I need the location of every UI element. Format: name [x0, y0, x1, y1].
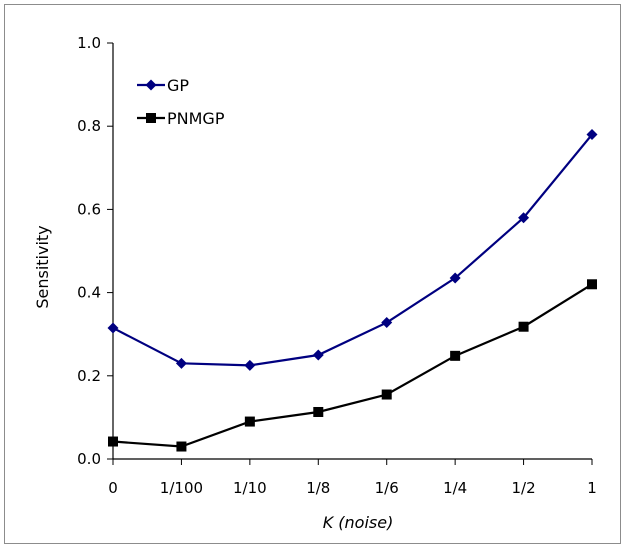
chart-frame [4, 4, 621, 544]
series-pnmgp-point [450, 350, 461, 361]
series-gp-point [244, 359, 256, 371]
series-pnmgp-point [244, 416, 255, 427]
series-pnmgp-point [176, 441, 187, 452]
series-pnmgp-point [587, 279, 597, 290]
x-tick-label: 1/4 [443, 479, 467, 497]
x-tick-label: 1/100 [160, 479, 203, 497]
series-gp-point [312, 349, 324, 361]
y-tick-label: 0.6 [77, 200, 101, 218]
legend-gp-marker [145, 79, 157, 91]
series-pnmgp-point [381, 389, 392, 400]
series-gp-point [449, 272, 461, 284]
series-gp-point [175, 357, 187, 369]
series-gp-line [112, 133, 593, 367]
series-pnmgp-point [313, 406, 324, 417]
y-tick-label: 0.4 [77, 284, 101, 302]
x-axis-title: K (noise) [323, 513, 394, 532]
x-tick-label: 1/10 [233, 479, 267, 497]
series-pnmgp-line [112, 283, 593, 448]
y-tick-label: 0.2 [77, 367, 101, 385]
series-group [107, 129, 598, 452]
x-axis-title-variable: K [323, 513, 335, 532]
series-gp [107, 129, 598, 371]
series-pnmgp [108, 279, 597, 452]
x-axis-title-unit: (noise) [333, 513, 393, 532]
series-gp-point [518, 212, 530, 224]
series-pnmgp-point [108, 436, 118, 447]
legend-pnmgp-label: PNMGP [167, 109, 225, 128]
y-tick-label: 1.0 [77, 34, 101, 52]
x-tick-label: 1/6 [375, 479, 399, 497]
legend-gp-label: GP [167, 76, 189, 95]
series-gp-point [586, 129, 598, 141]
series-pnmgp-point [518, 321, 529, 332]
axes [107, 42, 593, 465]
y-tick-label: 0.8 [77, 117, 101, 135]
x-tick-label: 1/2 [512, 479, 536, 497]
series-gp-point [381, 317, 393, 329]
x-tick-label: 1 [587, 479, 597, 497]
y-axis-title: Sensitivity [33, 225, 52, 308]
x-tick-label: 1/8 [306, 479, 330, 497]
series-gp-point [107, 322, 119, 334]
x-tick-label: 0 [108, 479, 118, 497]
legend: GP PNMGP [137, 76, 225, 128]
legend-pnmgp-marker [146, 113, 156, 123]
y-tick-label: 0.0 [77, 450, 101, 468]
tick-labels: 0.0 0.2 0.4 0.6 0.8 1.0 0 1/100 1/10 1/8 1/6 1/4 1/2… [77, 34, 597, 497]
